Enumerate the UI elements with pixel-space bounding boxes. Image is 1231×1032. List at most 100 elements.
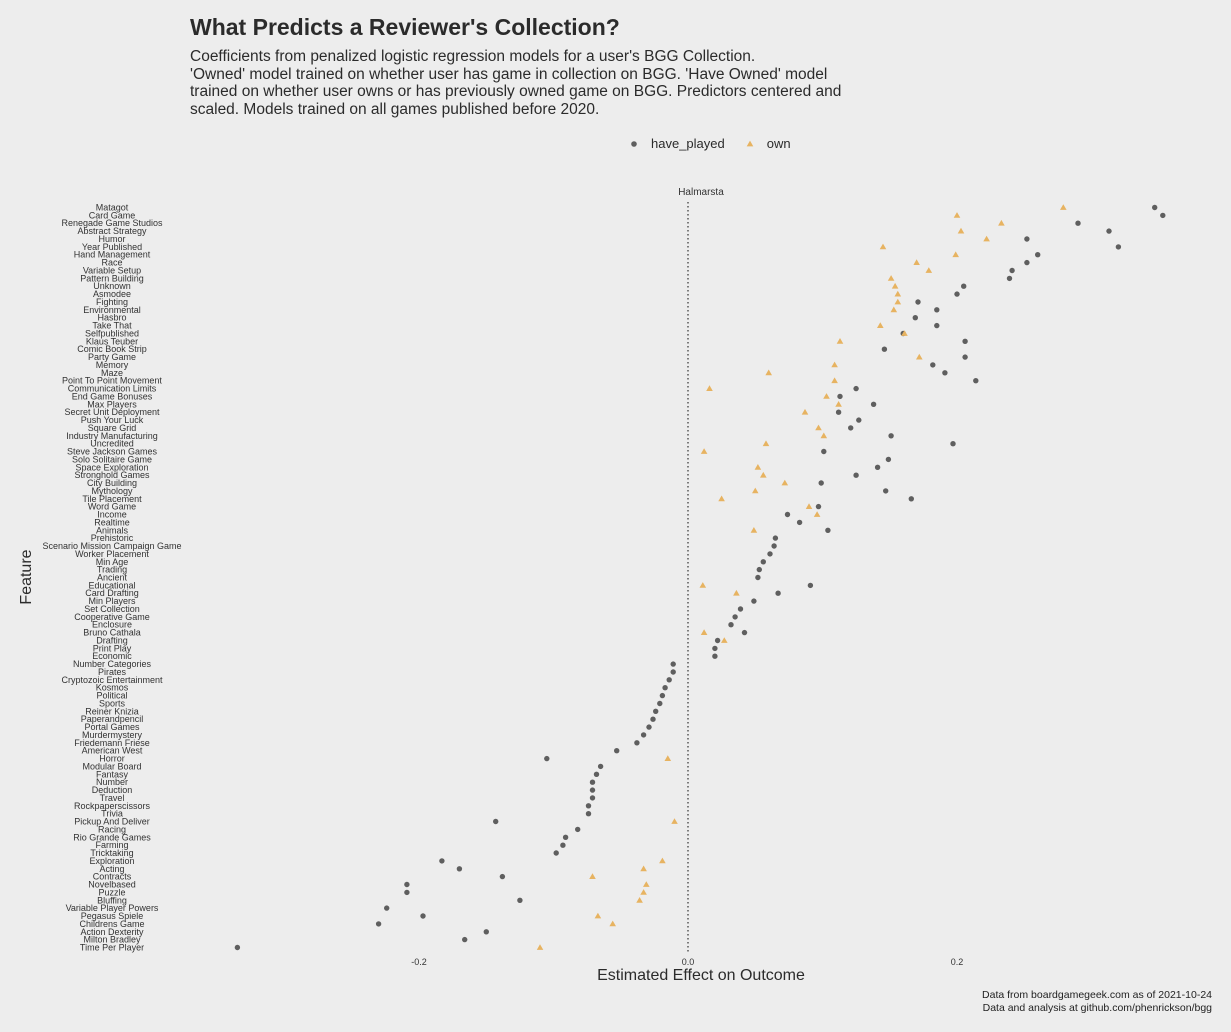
point-have-played-travel	[589, 795, 596, 801]
point-have-played-push-your-luck	[856, 417, 862, 423]
point-have-played-race	[1024, 259, 1030, 266]
point-have-played-american-west	[614, 748, 620, 754]
point-have-played-comic-book-strip	[881, 346, 888, 352]
chart-subtitle: Coefficients from penalized logistic reg…	[190, 48, 890, 118]
y-tick-label-rio-grande-games: Rio Grande Games	[73, 832, 151, 842]
point-have-played-trivia	[585, 811, 592, 817]
point-have-played-farming	[560, 842, 566, 848]
point-have-played-number	[589, 779, 596, 785]
point-own-point-to-point-movement	[831, 377, 838, 384]
chart-title: What Predicts a Reviewer's Collection?	[190, 14, 620, 40]
y-tick-label-pirates: Pirates	[98, 667, 127, 677]
y-tick-label-horror: Horror	[99, 754, 125, 764]
point-have-played-secret-unit-deployment	[835, 409, 842, 415]
point-have-played-hasbro	[912, 315, 918, 321]
point-have-played-set-collection	[737, 606, 744, 612]
legend-label-own: own	[766, 136, 791, 151]
y-tick-label-hand-management: Hand Management	[74, 250, 151, 260]
y-tick-label-party-game: Party Game	[88, 352, 136, 362]
point-have-played-income	[784, 511, 791, 518]
point-own-pickup-and-deliver	[671, 818, 678, 824]
legend-circle-icon	[631, 140, 637, 147]
point-own-contracts	[589, 873, 596, 879]
y-tick-label-end-game-bonuses: End Game Bonuses	[72, 391, 153, 401]
point-have-played-fighting	[915, 299, 921, 305]
y-tick-label-steve-jackson-games: Steve Jackson Games	[67, 447, 158, 457]
legend-item-have-played: have_played	[627, 136, 725, 151]
y-tick-label-communication-limits: Communication Limits	[68, 384, 157, 394]
point-have-played-pattern-building	[1006, 275, 1013, 282]
point-have-played-unknown	[961, 283, 967, 289]
y-tick-label-realtime: Realtime	[94, 517, 130, 527]
point-own-word-game	[805, 503, 813, 509]
y-tick-label-unknown: Unknown	[93, 281, 131, 291]
point-own-educational	[699, 582, 707, 588]
point-have-played-max-players	[870, 401, 877, 407]
point-own-stronghold-games	[760, 471, 767, 478]
y-tick-label-educational: Educational	[88, 580, 135, 590]
y-tick-label-secret-unit-deployment: Secret Unit Deployment	[64, 407, 160, 417]
y-tick-label-bruno-cathala: Bruno Cathala	[83, 628, 141, 638]
point-have-played-novelbased	[404, 881, 410, 888]
point-own-environmental	[890, 306, 898, 313]
y-tick-label-pattern-building: Pattern Building	[80, 273, 144, 283]
point-have-played-racing	[575, 826, 581, 833]
y-tick-label-political: Political	[96, 691, 127, 701]
y-tick-label-race: Race	[101, 258, 122, 268]
point-own-pegasus-spiele	[594, 912, 602, 919]
point-have-played-cryptozoic-entertainment	[666, 677, 672, 683]
point-have-played-print-play	[712, 645, 718, 652]
point-own-novelbased	[643, 881, 650, 887]
point-have-played-year-published	[1115, 244, 1122, 250]
y-tick-label-puzzle: Puzzle	[98, 887, 125, 897]
point-own-exploration	[659, 857, 666, 864]
point-have-played-hand-management	[1035, 252, 1041, 258]
point-have-played-asmodee	[954, 291, 960, 297]
point-own-time-per-player	[536, 944, 544, 950]
y-tick-label-modular-board: Modular Board	[82, 761, 141, 771]
y-tick-label-prehistoric: Prehistoric	[91, 533, 134, 543]
legend-triangle-icon	[746, 140, 754, 146]
y-tick-label-pickup-and-deliver: Pickup And Deliver	[74, 817, 150, 827]
point-own-horror	[664, 755, 672, 761]
y-tick-label-hasbro: Hasbro	[97, 313, 126, 323]
point-have-played-industry-manufacturing	[888, 433, 894, 439]
point-have-played-city-building	[818, 480, 824, 486]
point-have-played-klaus-teuber	[962, 338, 968, 344]
y-tick-label-farming: Farming	[95, 840, 128, 850]
y-tick-label-maze: Maze	[101, 368, 123, 378]
point-have-played-humor	[1024, 236, 1030, 242]
y-tick-label-friedemann-friese: Friedemann Friese	[74, 738, 150, 748]
point-have-played-trading	[756, 566, 762, 573]
y-tick-label-card-drafting: Card Drafting	[85, 588, 139, 598]
point-have-played-pickup-and-deliver	[493, 818, 499, 825]
point-own-year-published	[879, 243, 887, 250]
y-tick-label-pegasus-spiele: Pegasus Spiele	[81, 911, 144, 921]
y-tick-label-space-exploration: Space Exploration	[75, 462, 148, 472]
point-own-card-game	[953, 212, 961, 218]
y-tick-label-city-building: City Building	[87, 478, 137, 488]
point-have-played-puzzle	[404, 889, 410, 896]
subtitle-line-1: Coefficients from penalized logistic reg…	[190, 48, 756, 65]
y-tick-label-exploration: Exploration	[89, 856, 134, 866]
y-tick-label-ancient: Ancient	[97, 573, 128, 583]
point-have-played-kosmos	[662, 685, 668, 691]
y-tick-label-worker-placement: Worker Placement	[75, 549, 149, 559]
point-own-renegade-game-studios	[998, 219, 1005, 226]
y-tick-label-fantasy: Fantasy	[96, 769, 129, 779]
point-have-played-renegade-game-studios	[1075, 220, 1081, 226]
y-tick-label-mythology: Mythology	[91, 486, 133, 496]
point-have-played-educational	[807, 582, 814, 589]
point-have-played-portal-games	[646, 724, 652, 730]
point-own-square-grid	[815, 424, 822, 431]
y-tick-label-card-game: Card Game	[89, 210, 136, 220]
point-have-played-environmental	[934, 307, 940, 313]
y-tick-label-number: Number	[96, 777, 128, 787]
y-tick-label-portal-games: Portal Games	[84, 722, 140, 732]
point-have-played-matagot	[1152, 204, 1158, 211]
point-have-played-enclosure	[728, 622, 734, 628]
y-tick-label-year-published: Year Published	[82, 242, 142, 252]
point-have-played-ancient	[755, 574, 761, 581]
point-own-animals	[750, 527, 758, 533]
y-tick-label-humor: Humor	[98, 234, 125, 244]
